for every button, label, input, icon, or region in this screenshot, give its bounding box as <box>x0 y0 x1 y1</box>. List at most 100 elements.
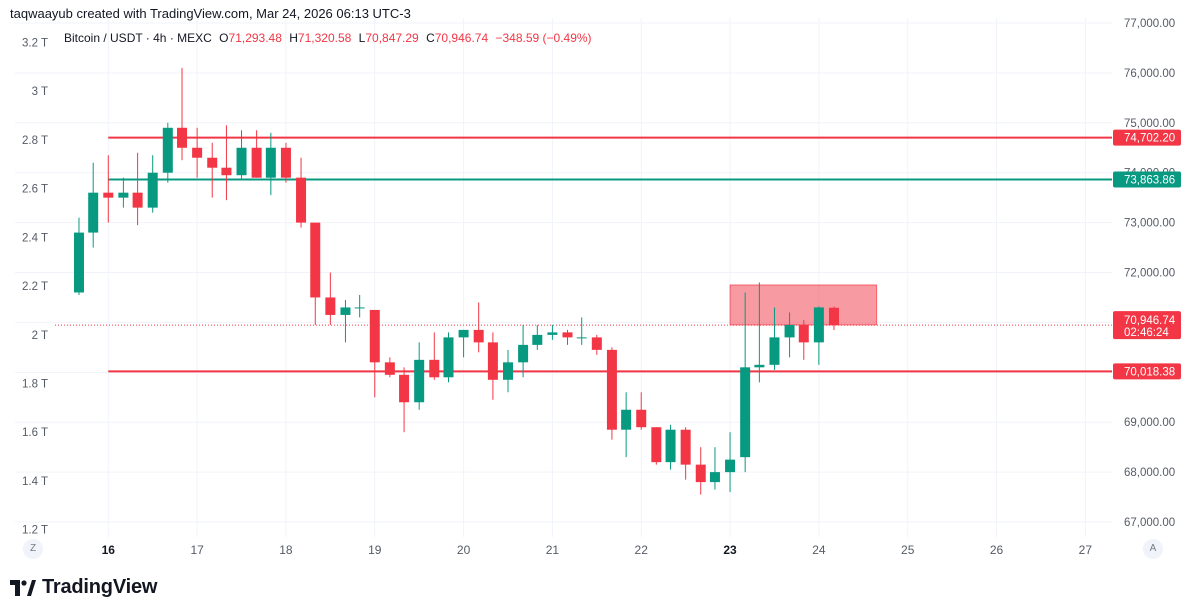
candle-body <box>813 307 824 343</box>
horizontal-line-price-tag: 74,702.20 <box>1113 129 1181 146</box>
volume-tick-label: 2.4 T <box>22 232 48 244</box>
candle-up <box>769 307 780 370</box>
time-axis: 16 17 18 19 20 21 22 23 24 25 26 27 <box>102 543 1093 557</box>
candle-up <box>547 324 558 340</box>
candle-body <box>473 329 484 343</box>
candle-body <box>695 464 706 483</box>
candle-body <box>636 409 647 428</box>
candle-body <box>606 349 617 430</box>
time-tick-label: 22 <box>635 543 649 557</box>
horizontal-line-price-tag: 73,863.86 <box>1113 171 1181 188</box>
change-value: −348.59 (−0.49%) <box>495 31 592 45</box>
candle-down <box>680 427 691 480</box>
candle-down <box>296 157 307 228</box>
candle-body <box>251 147 262 178</box>
price-tick-label: 73,000.00 <box>1124 218 1175 230</box>
candle-body <box>162 127 173 173</box>
candle-down <box>606 347 617 440</box>
volume-tick-label: 2.8 T <box>22 135 48 147</box>
candle-body <box>265 147 276 178</box>
time-tick-label: 19 <box>368 543 382 557</box>
candle-body <box>443 337 454 378</box>
candle-down <box>828 306 839 331</box>
tradingview-logo[interactable]: TradingView <box>10 576 157 599</box>
time-tick-label: 25 <box>901 543 915 557</box>
candle-body <box>221 167 232 176</box>
candle-down <box>177 67 188 161</box>
candle-down <box>562 329 573 345</box>
candle-up <box>73 217 84 295</box>
candle-down <box>695 447 706 495</box>
candle-body <box>236 147 247 176</box>
candle-up <box>162 122 173 183</box>
horizontal-line-price-text: 74,702.20 <box>1124 133 1175 145</box>
time-tick-label: 21 <box>546 543 560 557</box>
high-label: H <box>289 31 298 45</box>
candle-body <box>88 192 99 233</box>
candle-up <box>340 299 351 343</box>
candle-down <box>280 142 291 183</box>
candle-body <box>709 472 720 483</box>
symbol-name[interactable]: Bitcoin / USDT · 4h · MEXC <box>64 31 212 45</box>
candle-up <box>532 324 543 350</box>
auto-scale-left-button[interactable]: Z <box>23 539 43 559</box>
candle-down <box>487 332 498 400</box>
candle-up <box>236 130 247 181</box>
candle-body <box>665 429 676 463</box>
candle-body <box>369 309 380 363</box>
horizontal-line-price-text: 73,863.86 <box>1124 174 1175 186</box>
candle-down <box>325 272 336 325</box>
candle-body <box>325 297 336 315</box>
time-tick-label: 18 <box>279 543 293 557</box>
candle-up <box>784 312 795 358</box>
candle-body <box>754 364 765 368</box>
candle-up <box>354 294 365 318</box>
auto-scale-right-button[interactable]: A <box>1143 539 1163 559</box>
candle-body <box>458 329 469 338</box>
open-label: O <box>219 31 229 45</box>
credit-text: taqwaayub created with TradingView.com, … <box>10 6 411 21</box>
price-axis: 77,000.0076,000.0075,000.0074,000.0073,0… <box>1124 18 1175 529</box>
horizontal-line-price-tag: 70,018.38 <box>1113 363 1181 380</box>
price-tick-label: 68,000.00 <box>1124 467 1175 479</box>
candle-down <box>473 302 484 353</box>
candle-down <box>369 309 380 398</box>
candle-body <box>680 429 691 465</box>
volume-tick-label: 1.4 T <box>22 476 48 488</box>
candle-up <box>665 424 676 470</box>
candle-down <box>103 155 114 223</box>
last-price-text: 70,946.74 <box>1124 315 1176 327</box>
candle-down <box>251 130 262 178</box>
candle-body <box>103 192 114 198</box>
close-value: 70,946.74 <box>434 31 489 45</box>
candle-body <box>429 359 440 378</box>
candle-body <box>414 359 425 403</box>
resistance-zone <box>729 284 878 326</box>
time-tick-label: 16 <box>102 543 116 557</box>
candle-down <box>207 142 218 198</box>
candle-body <box>518 344 529 363</box>
candle-body <box>651 427 662 463</box>
price-tick-label: 72,000.00 <box>1124 268 1175 280</box>
candle-body <box>591 337 602 350</box>
candle-body <box>132 192 143 208</box>
candle-up <box>147 155 158 213</box>
candle-up <box>754 282 765 383</box>
candle-down <box>132 152 143 226</box>
tradingview-logo-text: TradingView <box>42 576 158 598</box>
candle-up <box>576 317 587 345</box>
candle-up <box>414 342 425 410</box>
candle-body <box>740 367 751 458</box>
candle-down <box>384 357 395 378</box>
candle-body <box>118 192 129 198</box>
horizontal-line-price-tag-bg <box>1113 171 1181 188</box>
time-tick-label: 17 <box>190 543 204 557</box>
candle-down <box>399 367 410 433</box>
candle-up <box>88 162 99 248</box>
volume-tick-label: 2 T <box>32 330 48 342</box>
candle-body <box>725 459 736 473</box>
candle-body <box>384 362 395 375</box>
candle-down <box>591 334 602 355</box>
